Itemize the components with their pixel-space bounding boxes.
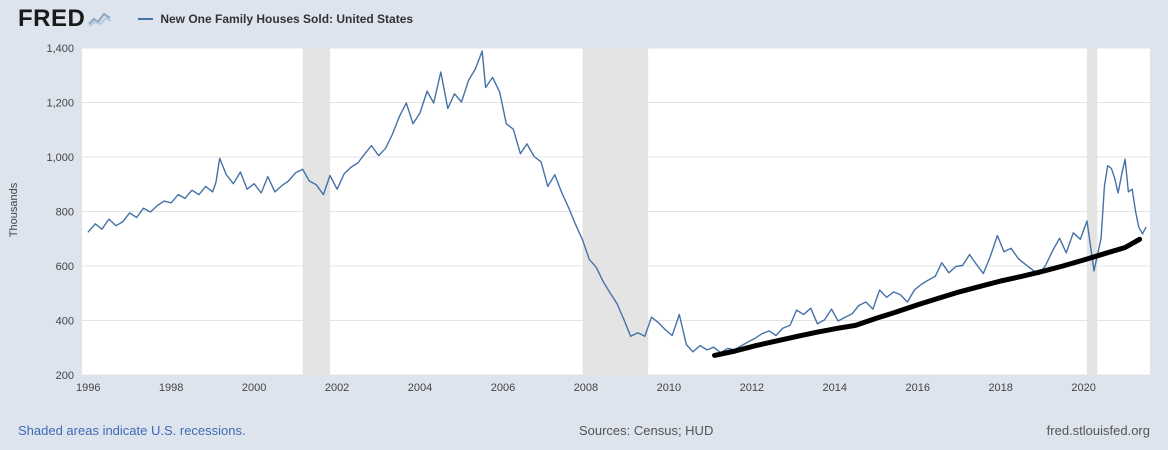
annotation-trend-line — [712, 236, 1143, 358]
y-tick-label: 400 — [56, 316, 74, 328]
x-tick-label: 2006 — [491, 382, 515, 394]
recession-note-link[interactable]: Shaded areas indicate U.S. recessions. — [18, 423, 246, 438]
fred-logo[interactable]: FRED — [18, 5, 112, 33]
fred-logo-text: FRED — [18, 5, 86, 32]
x-tick-label: 2014 — [823, 382, 847, 394]
chart-footer: Shaded areas indicate U.S. recessions. S… — [0, 423, 1168, 438]
chart-svg[interactable]: 200 400 600 800 1,000 1,200 1,400 1996 1998 2000 2… — [0, 38, 1168, 410]
y-tick-label: 1,400 — [46, 43, 74, 55]
sources-text: Sources: Census; HUD — [578, 423, 714, 438]
x-tick-label: 2018 — [988, 382, 1012, 394]
x-tick-label: 2010 — [657, 382, 681, 394]
x-tick-label: 2000 — [242, 382, 266, 394]
legend-line-swatch — [138, 18, 154, 20]
legend-series-label: New One Family Houses Sold: United State… — [160, 12, 414, 26]
x-tick-label: 2004 — [408, 382, 432, 394]
series-legend: New One Family Houses Sold: United State… — [138, 12, 413, 26]
x-tick-label: 2016 — [905, 382, 929, 394]
fred-site-link[interactable]: fred.stlouisfed.org — [1046, 423, 1150, 438]
x-tick-label: 2012 — [740, 382, 764, 394]
x-tick-label: 2002 — [325, 382, 349, 394]
y-tick-label: 1,000 — [46, 152, 74, 164]
y-tick-label: 600 — [56, 261, 74, 273]
y-tick-label: 200 — [56, 370, 74, 382]
chart-header: FRED New One Family Houses Sold: United … — [0, 0, 1168, 38]
data-series-line — [87, 50, 1147, 354]
x-tick-label: 2008 — [574, 382, 598, 394]
y-tick-label: 1,200 — [46, 98, 74, 110]
y-tick-label: 800 — [56, 207, 74, 219]
x-tick-label: 1996 — [76, 382, 100, 394]
x-tick-label: 2020 — [1071, 382, 1095, 394]
fred-logo-chart-icon — [88, 11, 112, 32]
x-tick-label: 1998 — [159, 382, 183, 394]
